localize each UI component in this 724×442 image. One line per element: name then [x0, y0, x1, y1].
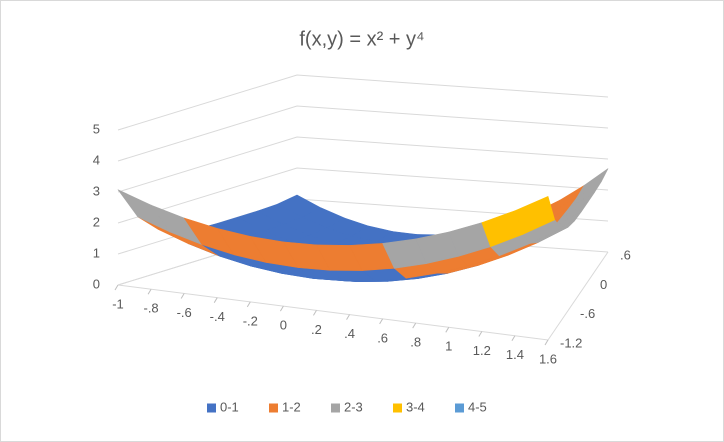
x-tick-label: 1: [445, 339, 452, 354]
legend-label: 3-4: [406, 399, 425, 414]
x-tick: [511, 335, 516, 342]
legend-label: 1-2: [282, 399, 301, 414]
surface-patch: [514, 196, 555, 235]
x-tick: [544, 339, 549, 346]
axis-line: [117, 229, 609, 341]
x-tick-label: 1.2: [473, 343, 491, 358]
x-tick-label: .2: [311, 322, 322, 337]
depth-tick-label: -1.2: [560, 335, 582, 350]
x-tick: [213, 297, 218, 303]
z-tick-label: 5: [93, 121, 100, 136]
x-tick: [379, 318, 384, 325]
x-tick: [346, 314, 350, 320]
x-tick: [412, 322, 417, 329]
z-tick-label: 1: [93, 245, 100, 260]
depth-tick-label: 0: [600, 277, 607, 292]
x-tick-label: -.6: [177, 305, 192, 320]
x-tick-label: -.4: [210, 309, 225, 324]
x-tick: [180, 293, 185, 299]
chart-title: f(x,y) = x² + y⁴: [299, 28, 424, 50]
x-tick: [279, 305, 284, 312]
grid-line: [117, 105, 609, 162]
grid-line: [117, 167, 609, 224]
x-tick: [313, 310, 317, 316]
grid-line: [117, 136, 609, 193]
legend-swatch: [269, 403, 278, 413]
x-tick-label: .8: [410, 335, 421, 350]
x-tick: [114, 284, 119, 291]
legend-label: 2-3: [344, 399, 363, 414]
legend-swatch: [207, 403, 216, 413]
x-tick-label: 0: [280, 318, 287, 333]
z-tick-label: 3: [93, 183, 100, 198]
legend-swatch: [455, 403, 464, 413]
legend-swatch: [331, 403, 340, 413]
x-tick: [478, 331, 483, 337]
x-tick: [147, 288, 152, 295]
x-tick-label: .4: [344, 326, 355, 341]
grid-line: [117, 74, 609, 131]
z-tick-label: 0: [93, 276, 100, 291]
x-tick-label: .6: [377, 330, 388, 345]
legend-label: 0-1: [220, 399, 239, 414]
x-tick-label: -.2: [243, 313, 258, 328]
z-tick-label: 4: [93, 152, 100, 167]
x-tick-label: 1.6: [539, 351, 557, 366]
x-tick-label: -.8: [143, 301, 158, 316]
x-tick: [246, 301, 251, 308]
z-tick-label: 2: [93, 214, 100, 229]
x-tick: [445, 327, 450, 333]
legend-label: 4-5: [468, 399, 487, 414]
legend-swatch: [393, 403, 402, 413]
depth-tick-label: .6: [620, 247, 631, 262]
depth-tick-label: -.6: [580, 306, 595, 321]
x-tick-label: 1.4: [506, 347, 524, 362]
x-tick-label: -1: [112, 296, 124, 311]
